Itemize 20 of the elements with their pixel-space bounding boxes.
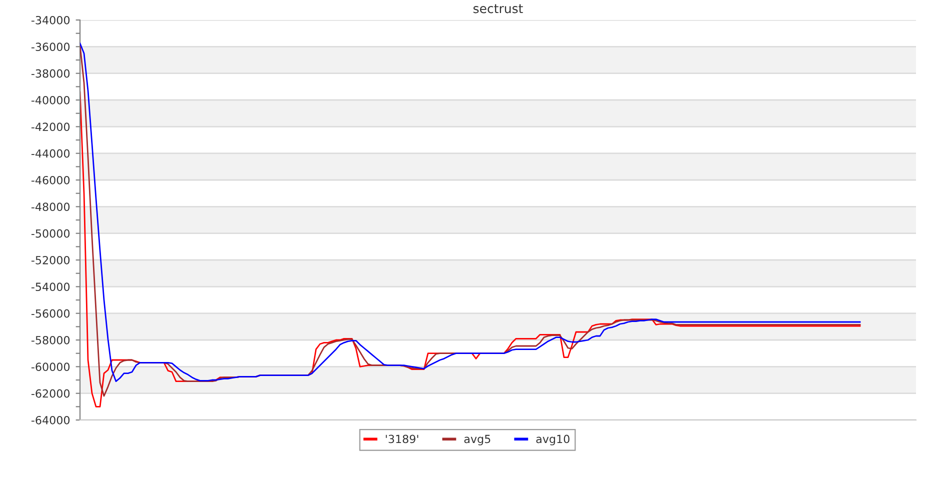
legend-label: avg5 [464,434,490,446]
y-tick-label: -48000 [31,202,70,212]
y-tick-label: -34000 [31,16,70,24]
y-tick-label: -46000 [31,176,70,184]
y-tick-label: -54000 [31,282,70,292]
y-tick-label: -42000 [31,122,70,132]
y-tick-label: -56000 [31,309,70,318]
y-tick-label: -44000 [31,149,70,158]
chart-title: sectrust [473,4,523,14]
y-tick-label: -60000 [31,362,70,372]
y-tick-label: -52000 [31,256,70,264]
legend-label: '3189' [386,434,418,444]
y-tick-label: -40000 [31,96,70,104]
legend-label: avg10 [536,434,570,446]
y-tick-label: -58000 [31,336,70,344]
y-tick-label: -62000 [31,389,70,398]
y-tick-label: -38000 [31,69,70,78]
y-tick-label: -50000 [31,229,70,238]
y-tick-label: -36000 [31,42,70,52]
y-tick-label: -64000 [31,416,70,424]
